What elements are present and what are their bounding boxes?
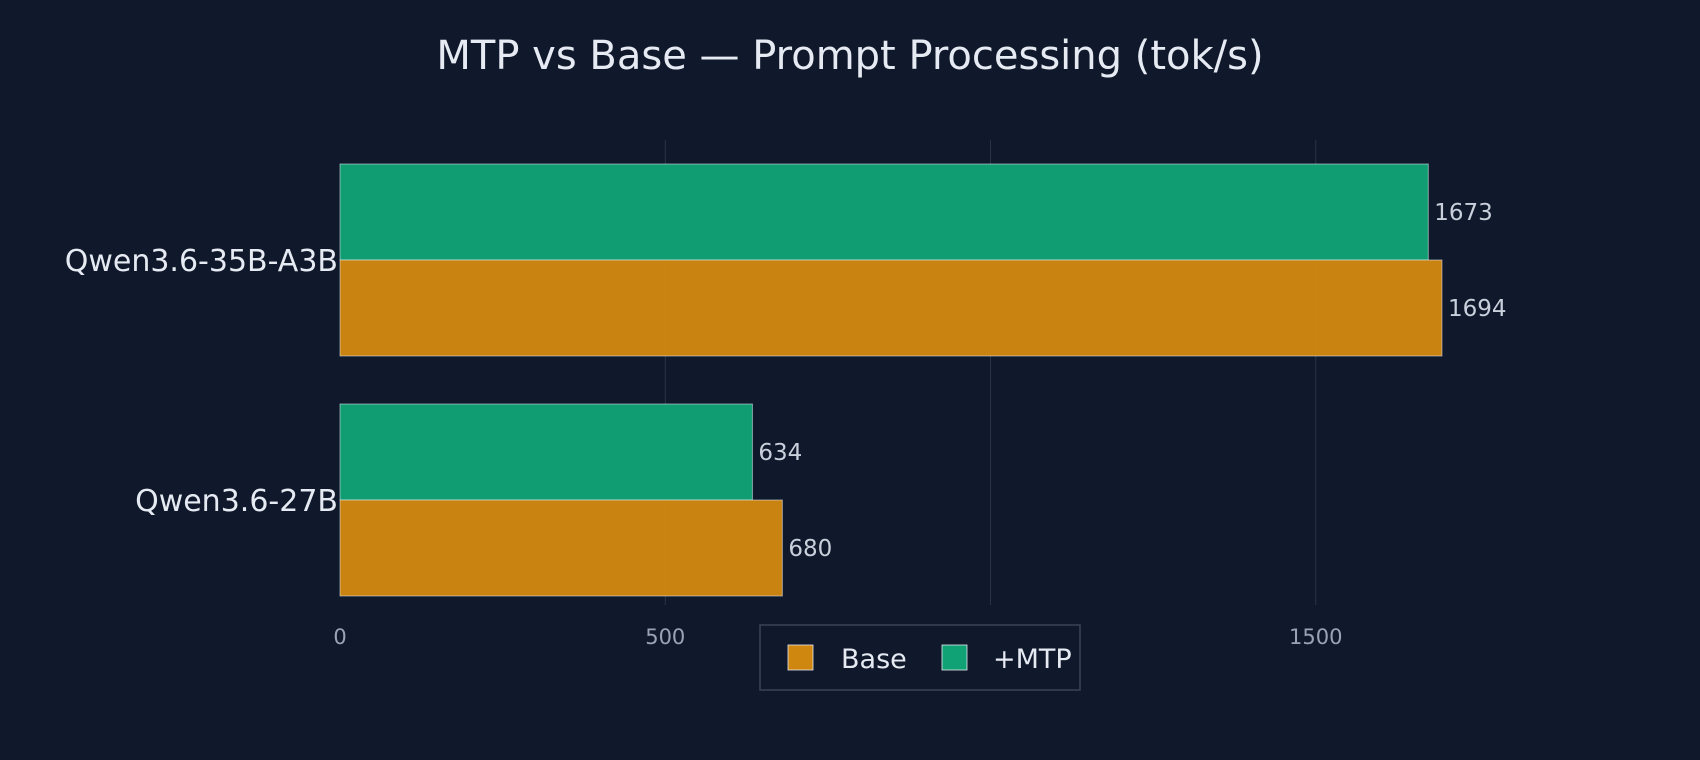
bar-base-1 [339,259,1443,357]
bars [339,163,1443,597]
value-label-base-1: 1694 [1448,296,1507,322]
category-label: Qwen3.6-27B [135,484,338,519]
value-labels: 1673 1694 634 680 [758,200,1506,562]
legend-label-mtp: +MTP [993,644,1072,675]
legend-swatch-mtp [941,644,968,671]
value-label-mtp-1: 1673 [1434,200,1493,226]
x-tick-label: 0 [333,625,346,649]
legend-label-base: Base [841,644,907,675]
bar-mtp-2 [339,403,753,501]
category-labels: Qwen3.6-35B-A3B Qwen3.6-27B [65,244,338,519]
bar-mtp-1 [339,163,1429,261]
x-tick-label: 500 [645,625,685,649]
x-tick-label: 1500 [1289,625,1342,649]
value-label-base-2: 680 [788,536,832,562]
category-label: Qwen3.6-35B-A3B [65,244,338,279]
chart-title: MTP vs Base — Prompt Processing (tok/s) [436,33,1263,79]
bar-base-2 [339,499,783,597]
legend: Base +MTP [759,624,1081,691]
legend-swatch-base [787,644,814,671]
value-label-mtp-2: 634 [758,440,802,466]
